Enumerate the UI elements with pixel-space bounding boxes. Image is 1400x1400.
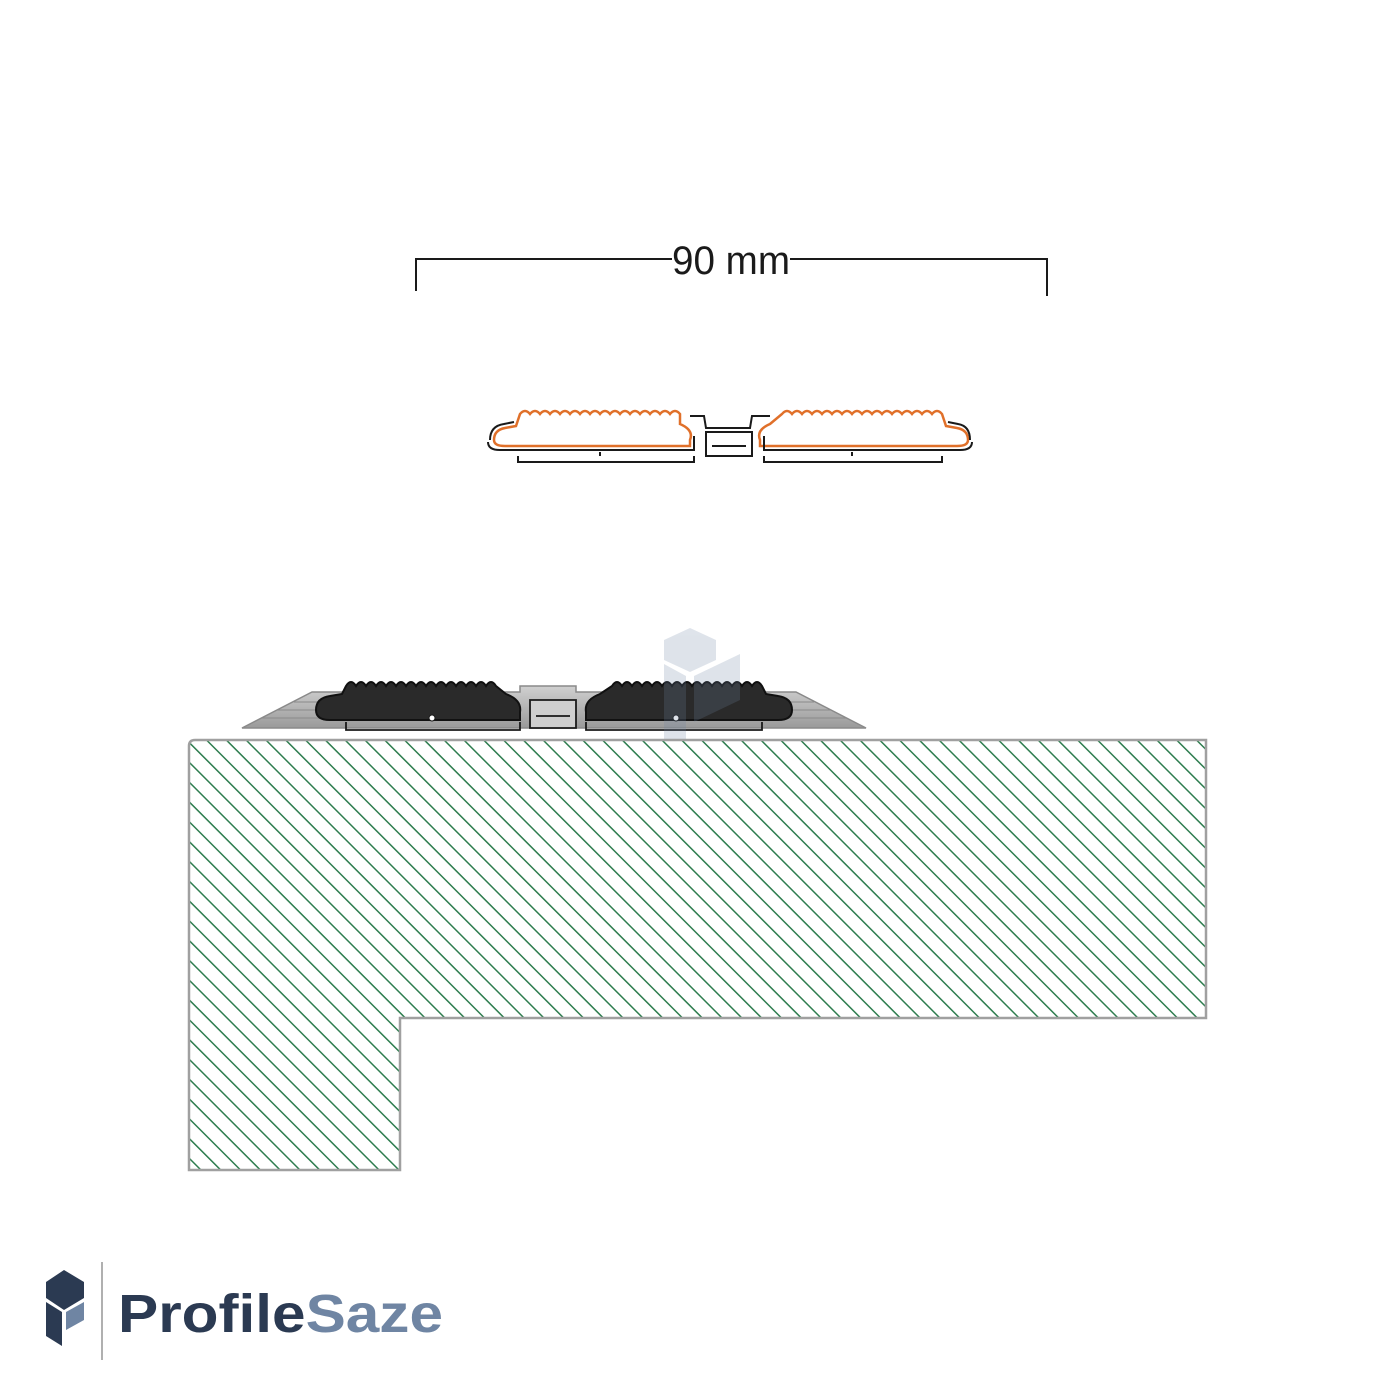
profile-outline-right [763, 421, 973, 451]
watermark-logo-icon [664, 628, 740, 770]
dimension-line: 90 mm [415, 239, 1048, 296]
base-left [517, 452, 695, 463]
base-right [763, 452, 943, 463]
right-insert-outline [757, 409, 970, 448]
right-rubber-insert [584, 681, 794, 721]
profile-outline [487, 415, 770, 451]
brand-name-part1: Profile [118, 1284, 306, 1344]
installed-profile [241, 681, 867, 731]
step-block [187, 738, 1208, 1172]
installed-center-connector [529, 699, 577, 729]
left-insert-outline [492, 409, 693, 448]
brand-name-part2: Saze [306, 1284, 443, 1344]
installed-base [345, 722, 763, 731]
brand-wordmark: Profile Saze [118, 1284, 443, 1344]
brand-logo: Profile Saze [46, 1262, 443, 1360]
dimension-label: 90 mm [672, 239, 790, 283]
left-rubber-insert [314, 681, 522, 721]
logo-icon [46, 1270, 84, 1346]
slope-ridges [262, 701, 846, 719]
center-connector [705, 431, 753, 457]
profile-cross-section [487, 409, 973, 463]
